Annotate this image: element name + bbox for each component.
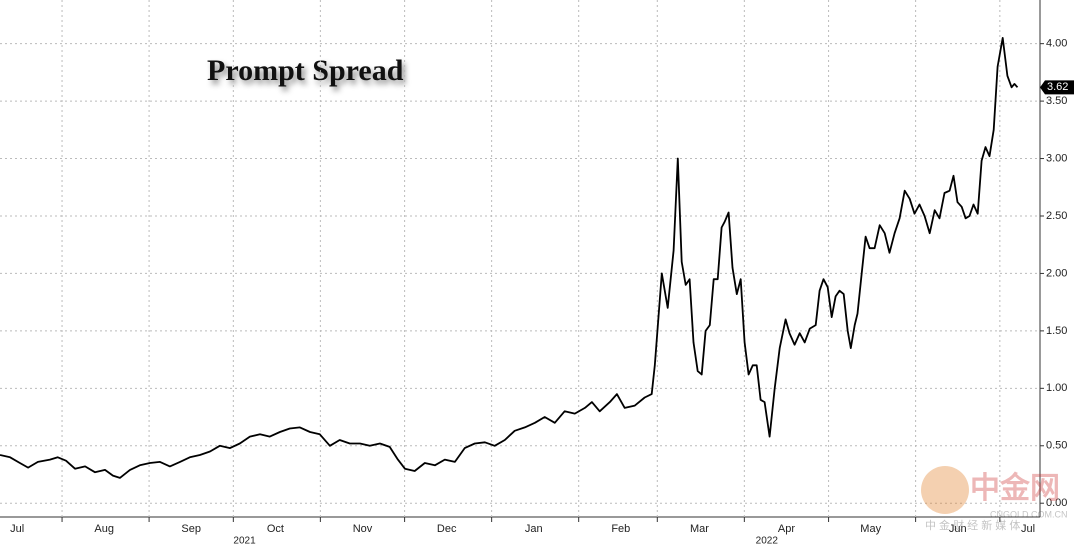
y-tick-label: 3.00 <box>1046 152 1067 164</box>
watermark-logo <box>921 466 969 514</box>
watermark-tagline: 中 金 财 经 新 媒 体 <box>925 518 1020 532</box>
x-tick-label: Nov <box>353 523 373 535</box>
last-value-flag <box>1040 80 1074 95</box>
y-tick-label: 0.50 <box>1046 440 1067 452</box>
chart-title: Prompt Spread <box>207 54 404 87</box>
y-tick-label: 3.50 <box>1046 95 1067 107</box>
y-tick-label: 0.00 <box>1046 497 1067 509</box>
year-label: 2022 <box>756 536 779 544</box>
year-label: 2021 <box>233 536 256 544</box>
y-tick-label: 4.00 <box>1046 38 1067 50</box>
x-tick-label: Mar <box>690 523 709 535</box>
x-tick-label: Aug <box>94 523 114 535</box>
y-tick-label: 1.50 <box>1046 325 1067 337</box>
y-tick-label: 2.00 <box>1046 267 1067 279</box>
x-tick-label: May <box>860 523 881 535</box>
y-tick-label: 1.00 <box>1046 382 1067 394</box>
x-tick-label: Feb <box>611 523 630 535</box>
watermark-brand: 中金网 <box>970 471 1060 505</box>
x-tick-label: Jul <box>10 523 24 535</box>
line <box>0 37 1019 479</box>
x-tick-label: Jul <box>1021 523 1035 535</box>
watermark: 中金网 CNGOLD.COM.CN 中 金 财 经 新 媒 体 <box>921 466 1068 532</box>
last-value-label: 3.62 <box>1047 81 1068 93</box>
x-tick-label: Oct <box>267 523 284 535</box>
x-tick-label: Dec <box>437 523 457 535</box>
y-tick-label: 2.50 <box>1046 210 1067 222</box>
watermark-site: CNGOLD.COM.CN <box>990 509 1068 519</box>
x-tick-label: Apr <box>778 523 795 535</box>
x-tick-label: Sep <box>181 523 201 535</box>
x-tick-label: Jun <box>949 523 967 535</box>
x-tick-label: Jan <box>525 523 543 535</box>
